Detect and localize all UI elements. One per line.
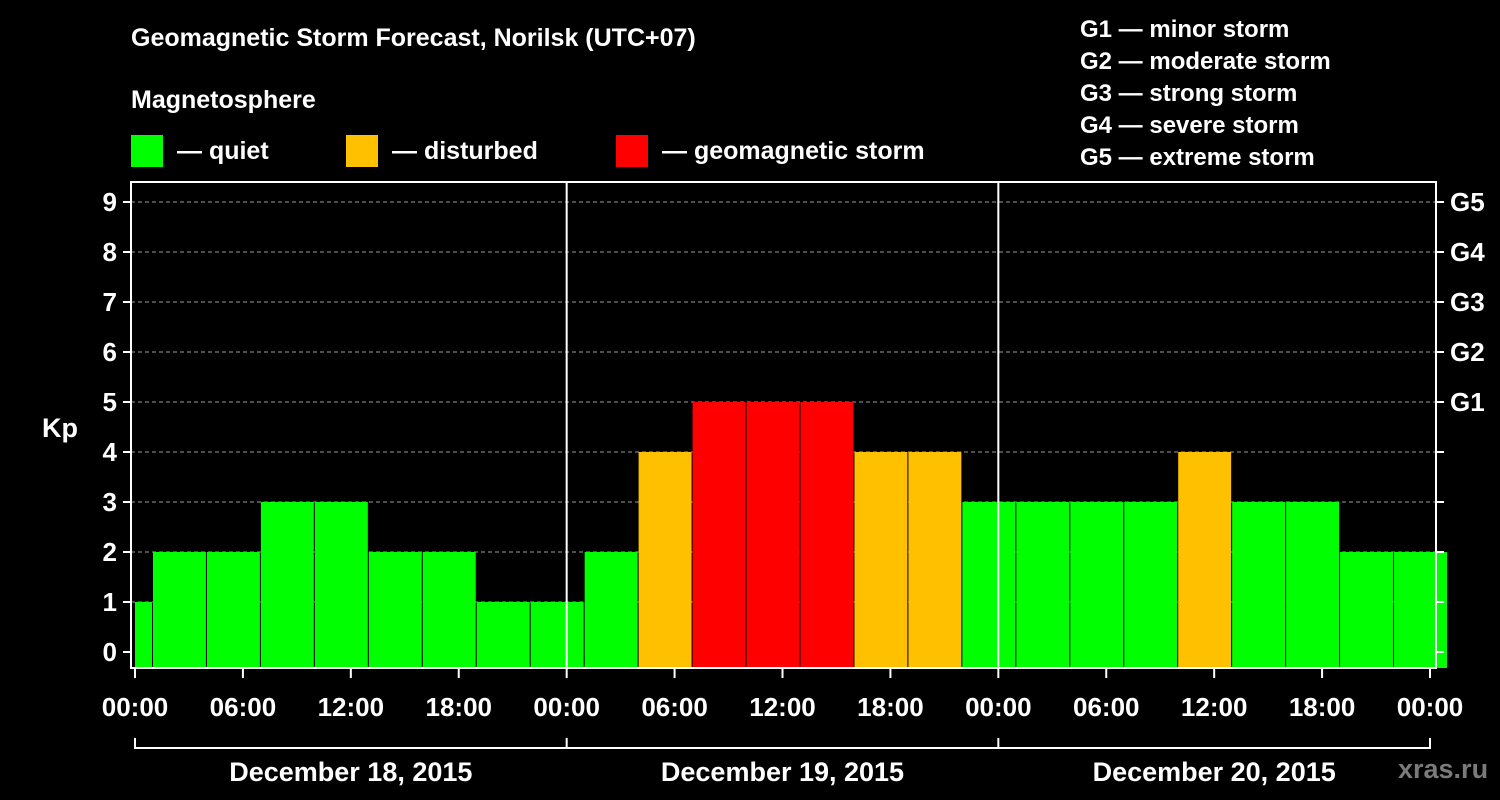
kp-bar	[152, 552, 206, 668]
y-tick-label: 6	[103, 337, 117, 367]
day-label: December 18, 2015	[229, 757, 472, 787]
storm-level-g2: G2 — moderate storm	[1080, 48, 1331, 75]
legend-item-disturbed: — disturbed	[346, 134, 538, 168]
right-axis-label: G3	[1450, 287, 1485, 317]
kp-bar	[476, 602, 530, 668]
kp-bar	[908, 452, 962, 668]
y-tick-label: 3	[103, 487, 117, 517]
chart-title: Geomagnetic Storm Forecast, Norilsk (UTC…	[131, 24, 696, 52]
x-tick-label: 06:00	[641, 692, 708, 722]
storm-level-g3: G3 — strong storm	[1080, 80, 1298, 107]
y-tick-label: 1	[103, 587, 117, 617]
right-axis-label: G4	[1450, 237, 1485, 267]
y-tick-label: 2	[103, 537, 117, 567]
kp-bar	[260, 502, 314, 668]
storm-level-legend: G1 — minor storm G2 — moderate storm G3 …	[1080, 14, 1331, 174]
x-tick-label: 00:00	[533, 692, 600, 722]
x-tick-label: 12:00	[1181, 692, 1248, 722]
right-axis-label: G2	[1450, 337, 1485, 367]
kp-bar	[135, 602, 152, 668]
x-tick-label: 06:00	[1073, 692, 1140, 722]
y-tick-label: 8	[103, 237, 117, 267]
kp-bar	[368, 552, 422, 668]
day-label: December 20, 2015	[1093, 757, 1336, 787]
kp-bar	[638, 452, 692, 668]
legend-label-quiet: — quiet	[177, 136, 269, 165]
x-tick-label: 06:00	[210, 692, 277, 722]
storm-level-g4: G4 — severe storm	[1080, 112, 1299, 139]
watermark: xras.ru	[1398, 754, 1489, 784]
y-axis-label: Kp	[42, 413, 78, 443]
kp-bar	[1340, 552, 1394, 668]
x-tick-label: 18:00	[857, 692, 924, 722]
x-tick-label: 18:00	[1289, 692, 1356, 722]
x-tick-label: 00:00	[102, 692, 169, 722]
x-tick-label: 12:00	[749, 692, 816, 722]
kp-bar	[800, 402, 854, 668]
x-tick-label: 18:00	[426, 692, 493, 722]
kp-bar	[692, 402, 746, 668]
kp-bar	[1394, 552, 1447, 668]
x-tick-label: 00:00	[965, 692, 1032, 722]
kp-bar	[1124, 502, 1178, 668]
kp-bar	[1016, 502, 1070, 668]
kp-bar	[530, 602, 584, 668]
kp-bar	[746, 402, 800, 668]
storm-level-g5: G5 — extreme storm	[1080, 144, 1315, 171]
legend-swatch-storm	[616, 135, 648, 167]
legend-heading: Magnetosphere	[131, 86, 316, 114]
day-label: December 19, 2015	[661, 757, 904, 787]
y-tick-label: 5	[103, 387, 117, 417]
legend-item-quiet: — quiet	[131, 134, 269, 168]
kp-bar	[314, 502, 368, 668]
kp-bar	[206, 552, 260, 668]
legend-swatch-disturbed	[346, 135, 378, 167]
right-axis-label: G5	[1450, 187, 1485, 217]
y-tick-label: 7	[103, 287, 117, 317]
legend-label-disturbed: — disturbed	[392, 136, 538, 165]
right-axis-label: G1	[1450, 387, 1485, 417]
y-tick-label: 4	[103, 437, 118, 467]
x-tick-label: 00:00	[1397, 692, 1464, 722]
kp-bar	[1232, 502, 1286, 668]
kp-bar	[584, 552, 638, 668]
x-tick-label: 12:00	[318, 692, 385, 722]
kp-bar	[1286, 502, 1340, 668]
kp-bar	[1070, 502, 1124, 668]
y-tick-label: 9	[103, 187, 117, 217]
legend-item-storm: — geomagnetic storm	[616, 134, 925, 168]
legend-swatch-quiet	[131, 135, 163, 167]
kp-bar	[854, 452, 908, 668]
legend-label-storm: — geomagnetic storm	[662, 136, 925, 165]
y-tick-label: 0	[103, 637, 117, 667]
storm-level-g1: G1 — minor storm	[1080, 16, 1290, 43]
kp-bar	[1178, 452, 1232, 668]
kp-bar	[422, 552, 476, 668]
kp-bar	[962, 502, 1016, 668]
